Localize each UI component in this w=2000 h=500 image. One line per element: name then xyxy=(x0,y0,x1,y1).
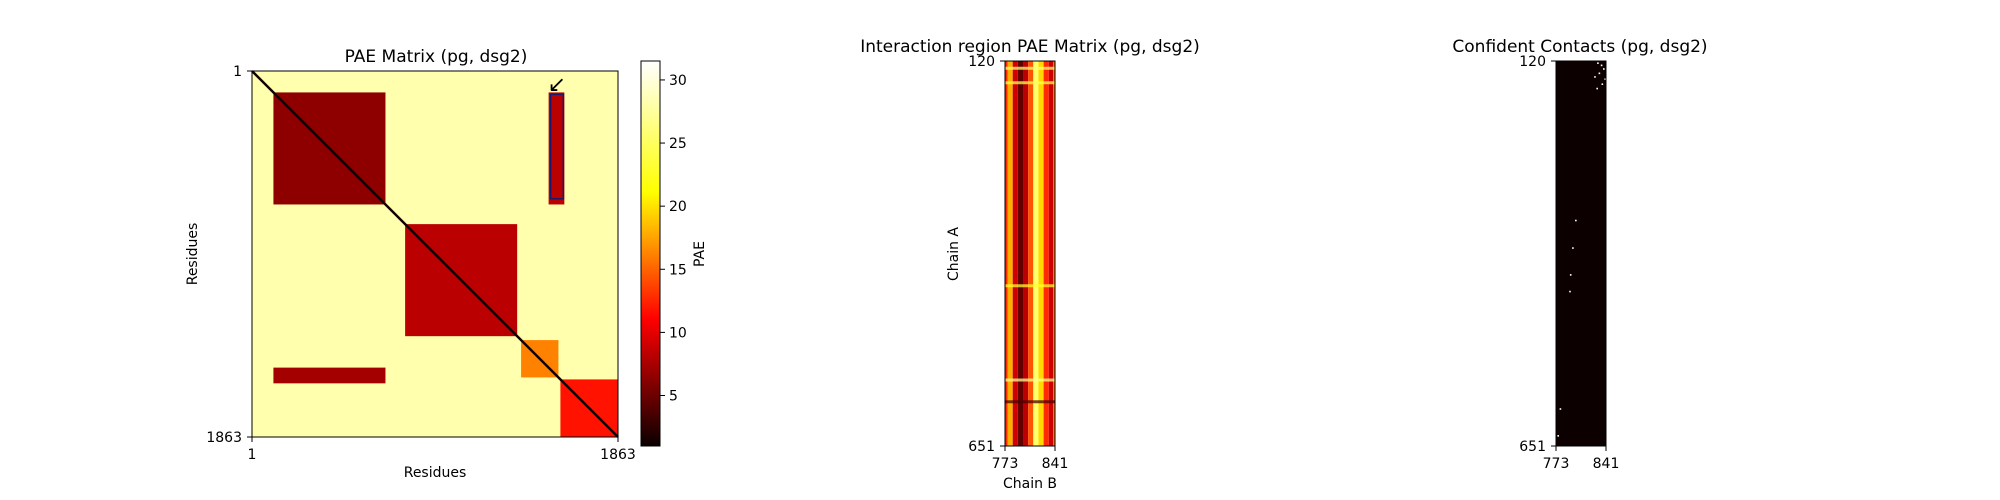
y-axis-label-1: Residues xyxy=(185,223,201,286)
column-band-10 xyxy=(1053,61,1055,446)
y-tick-end-1: 1863 xyxy=(206,430,242,446)
chart-title-3: Confident Contacts (pg, dsg2) xyxy=(1452,37,1707,57)
column-band-2 xyxy=(1012,61,1018,446)
interaction-region-panel: Interaction region PAE Matrix (pg, dsg2)… xyxy=(860,37,1200,492)
contact-point-8 xyxy=(1575,219,1577,222)
row-band-4 xyxy=(1005,400,1055,404)
y-tick-end-2: 651 xyxy=(968,439,995,455)
contact-point-4 xyxy=(1594,76,1596,78)
colorbar-tick-label-4: 25 xyxy=(669,136,687,152)
y-tick-start-1: 1 xyxy=(233,64,242,80)
row-band-3 xyxy=(1005,378,1055,382)
contact-point-2 xyxy=(1602,68,1605,70)
contact-point-5 xyxy=(1604,78,1607,80)
y-tick-start-3: 120 xyxy=(1519,54,1546,70)
region-arrow-annotation: ↙ xyxy=(548,72,566,97)
column-band-9 xyxy=(1048,61,1054,446)
pae-matrix-heatmap xyxy=(251,70,619,438)
x-tick-start-1: 1 xyxy=(248,447,257,463)
y-axis-label-2: Chain A xyxy=(946,227,962,281)
x-tick-end-2: 841 xyxy=(1042,456,1069,472)
confident-contacts-panel: Confident Contacts (pg, dsg2) 773 841 12… xyxy=(1452,37,1707,472)
colorbar-tick-label-0: 5 xyxy=(669,389,678,405)
column-band-7 xyxy=(1038,61,1044,446)
confident-contacts-frame xyxy=(1555,60,1607,447)
colorbar-tick-label-5: 30 xyxy=(669,73,687,89)
column-band-8 xyxy=(1043,61,1049,446)
interaction-region-heatmap xyxy=(1005,61,1055,446)
x-axis-label-1: Residues xyxy=(404,465,467,481)
row-band-2 xyxy=(1005,284,1055,288)
pae-matrix-panel: PAE Matrix (pg, dsg2) ↙ 1 1863 1 1863 Re… xyxy=(185,47,708,481)
chart-title-2: Interaction region PAE Matrix (pg, dsg2) xyxy=(860,37,1200,57)
contact-point-9 xyxy=(1572,247,1574,249)
pae-block-6 xyxy=(548,92,565,205)
column-band-6 xyxy=(1033,61,1039,446)
column-band-5 xyxy=(1028,61,1034,446)
column-band-3 xyxy=(1017,61,1024,446)
contact-point-6 xyxy=(1601,83,1604,86)
x-tick-start-3: 773 xyxy=(1543,456,1570,472)
contact-point-10 xyxy=(1569,274,1572,276)
x-tick-start-2: 773 xyxy=(992,456,1019,472)
contact-point-0 xyxy=(1597,62,1599,64)
pae-block-5 xyxy=(273,367,386,384)
pae-diagonal xyxy=(251,70,619,438)
y-tick-end-3: 651 xyxy=(1519,439,1546,455)
colorbar-tick-label-1: 10 xyxy=(669,325,687,341)
row-band-1 xyxy=(1005,81,1055,85)
column-band-1 xyxy=(1007,61,1013,446)
confident-contacts-background xyxy=(1556,61,1606,446)
row-band-0 xyxy=(1005,66,1055,70)
interaction-region-frame xyxy=(1004,60,1056,447)
confident-contacts-points xyxy=(1557,62,1607,437)
column-band-0 xyxy=(1005,61,1008,446)
contact-point-13 xyxy=(1557,435,1560,437)
contact-point-3 xyxy=(1598,72,1601,75)
colorbar-label: PAE xyxy=(692,241,708,267)
contact-point-1 xyxy=(1600,64,1603,67)
x-tick-end-1: 1863 xyxy=(600,447,636,463)
x-tick-end-3: 841 xyxy=(1593,456,1620,472)
x-axis-label-2: Chain B xyxy=(1003,476,1057,492)
contact-point-7 xyxy=(1596,87,1598,90)
chart-title-1: PAE Matrix (pg, dsg2) xyxy=(345,47,528,67)
interaction-region-box xyxy=(549,93,565,200)
colorbar-ticks: 5 10 15 20 25 30 xyxy=(660,73,687,405)
contact-point-12 xyxy=(1559,408,1562,410)
colorbar-tick-label-3: 20 xyxy=(669,199,687,215)
pae-matrix-frame xyxy=(251,70,619,438)
y-tick-start-2: 120 xyxy=(968,54,995,70)
column-band-4 xyxy=(1023,61,1029,446)
colorbar-tick-label-2: 15 xyxy=(669,262,687,278)
pae-colorbar xyxy=(640,60,661,447)
contact-point-11 xyxy=(1569,290,1571,293)
